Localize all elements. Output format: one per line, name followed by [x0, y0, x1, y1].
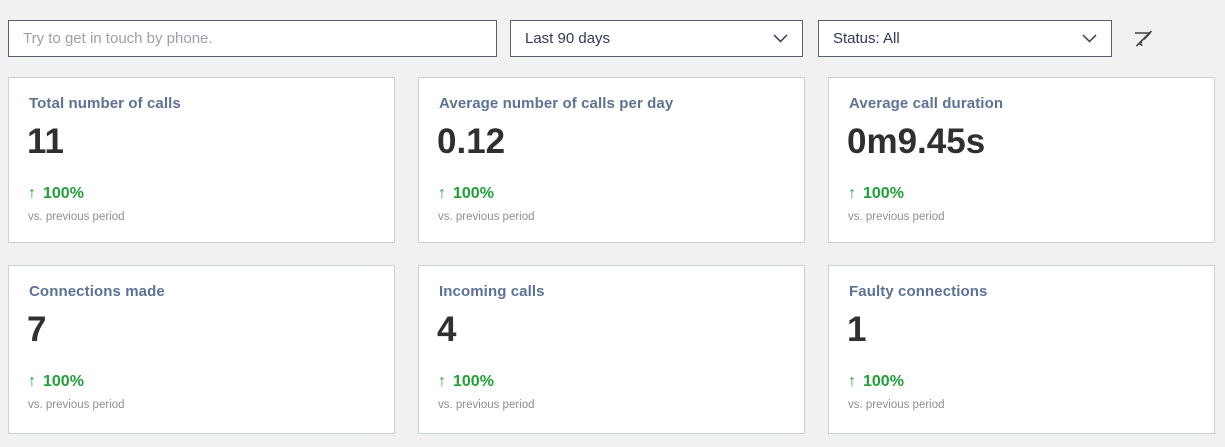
delta-percent: 100%	[453, 185, 494, 202]
stat-card-incoming-calls: Incoming calls 4 ↑ 100% vs. previous per…	[418, 265, 805, 434]
card-title: Connections made	[29, 283, 165, 300]
card-value: 0.12	[437, 122, 506, 161]
card-caption: vs. previous period	[28, 211, 125, 223]
stat-card-connections-made: Connections made 7 ↑ 100% vs. previous p…	[8, 265, 395, 434]
card-title: Total number of calls	[29, 95, 181, 112]
stat-card-total-calls: Total number of calls 11 ↑ 100% vs. prev…	[8, 77, 395, 243]
delta-percent: 100%	[863, 373, 904, 390]
chevron-down-icon	[1082, 34, 1097, 43]
card-caption: vs. previous period	[848, 399, 945, 411]
chevron-down-icon	[773, 34, 788, 43]
card-delta: ↑ 100%	[848, 185, 904, 203]
card-title: Average call duration	[849, 95, 1004, 112]
status-value: Status: All	[833, 30, 900, 47]
card-caption: vs. previous period	[28, 399, 125, 411]
card-title: Average number of calls per day	[439, 95, 674, 112]
status-dropdown[interactable]: Status: All	[818, 20, 1112, 57]
delta-percent: 100%	[43, 373, 84, 390]
delta-percent: 100%	[863, 185, 904, 202]
card-caption: vs. previous period	[438, 211, 535, 223]
card-value: 11	[27, 122, 64, 161]
up-arrow-icon: ↑	[28, 185, 36, 202]
clear-filters-button[interactable]	[1128, 24, 1158, 54]
up-arrow-icon: ↑	[28, 373, 36, 390]
card-delta: ↑ 100%	[438, 373, 494, 391]
up-arrow-icon: ↑	[848, 373, 856, 390]
card-title: Faulty connections	[849, 283, 988, 300]
card-value: 1	[847, 310, 867, 349]
up-arrow-icon: ↑	[438, 373, 446, 390]
card-caption: vs. previous period	[848, 211, 945, 223]
up-arrow-icon: ↑	[848, 185, 856, 202]
card-delta: ↑ 100%	[28, 373, 84, 391]
up-arrow-icon: ↑	[438, 185, 446, 202]
card-caption: vs. previous period	[438, 399, 535, 411]
stat-card-faulty-connections: Faulty connections 1 ↑ 100% vs. previous…	[828, 265, 1215, 434]
card-title: Incoming calls	[439, 283, 545, 300]
card-value: 4	[437, 310, 457, 349]
stat-card-avg-call-duration: Average call duration 0m9.45s ↑ 100% vs.…	[828, 77, 1215, 243]
card-delta: ↑ 100%	[28, 185, 84, 203]
filter-off-icon	[1135, 30, 1152, 47]
delta-percent: 100%	[43, 185, 84, 202]
date-range-value: Last 90 days	[525, 30, 611, 47]
date-range-dropdown[interactable]: Last 90 days	[510, 20, 803, 57]
card-delta: ↑ 100%	[438, 185, 494, 203]
delta-percent: 100%	[453, 373, 494, 390]
card-value: 0m9.45s	[847, 122, 986, 161]
stat-card-avg-calls-per-day: Average number of calls per day 0.12 ↑ 1…	[418, 77, 805, 243]
card-value: 7	[27, 310, 47, 349]
search-input[interactable]	[8, 20, 497, 57]
card-delta: ↑ 100%	[848, 373, 904, 391]
